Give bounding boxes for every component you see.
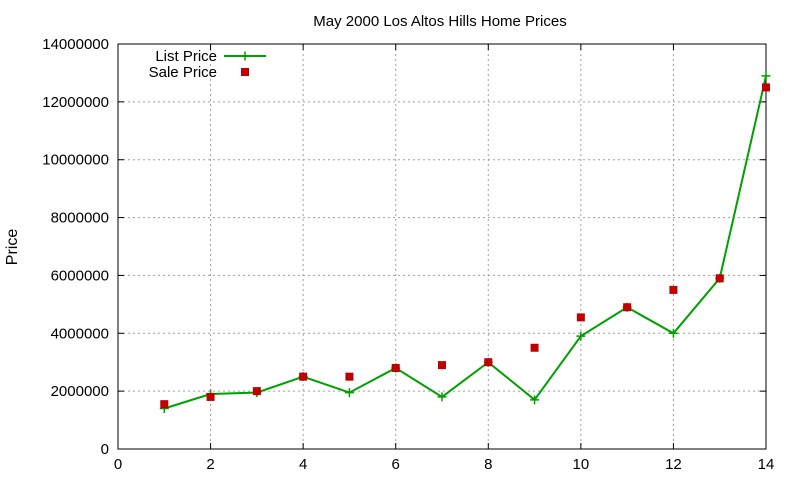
list-price-point: [576, 331, 586, 341]
y-tick-label: 8000000: [51, 210, 109, 227]
sale-price-point: [299, 372, 308, 381]
sale-price-point: [160, 400, 169, 409]
sale-price-point: [345, 372, 354, 381]
y-tick-label: 14000000: [42, 36, 109, 53]
axis-ticks: 0 2 4 6 8 10 12 14 0 2000000 4000000 6000000 8000000…: [42, 36, 774, 473]
list-price-point: [668, 328, 678, 338]
chart-title: May 2000 Los Altos Hills Home Prices: [313, 13, 566, 30]
sale-price-point: [206, 392, 215, 401]
grid-lines: [118, 44, 766, 449]
y-tick-label: 0: [101, 441, 109, 458]
list-price-point: [344, 388, 354, 398]
legend-label-sale-price: Sale Price: [149, 64, 217, 81]
list-price-point: [530, 395, 540, 405]
x-tick-label: 10: [573, 456, 590, 473]
x-tick-label: 4: [299, 456, 307, 473]
legend-label-list-price: List Price: [155, 48, 217, 65]
y-tick-label: 4000000: [51, 325, 109, 342]
plot-frame: [117, 43, 767, 450]
x-tick-label: 12: [665, 456, 682, 473]
sale-price-point: [252, 387, 261, 396]
y-tick-label: 10000000: [42, 152, 109, 169]
legend-sample-sale-price-marker: [241, 68, 249, 76]
sale-price-point: [484, 358, 493, 367]
list-price-point: [761, 71, 771, 81]
sale-price-point: [669, 285, 678, 294]
y-tick-label: 12000000: [42, 94, 109, 111]
sale-price-point: [391, 364, 400, 372]
legend-sample-list-price-marker: [240, 51, 250, 61]
series-layer: [159, 71, 771, 413]
y-tick-label: 2000000: [51, 383, 109, 400]
y-tick-label: 6000000: [51, 267, 109, 284]
sale-price-point: [530, 343, 539, 352]
x-tick-label: 14: [758, 456, 775, 473]
x-tick-label: 8: [484, 456, 492, 473]
legend: List Price Sale Price: [149, 48, 266, 81]
list-price-point: [437, 392, 447, 402]
x-tick-label: 0: [114, 456, 122, 473]
sale-price-point: [715, 274, 724, 283]
y-axis-label: Price: [4, 229, 21, 266]
sale-price-point: [623, 303, 632, 312]
sale-price-point: [762, 83, 770, 92]
x-tick-label: 6: [392, 456, 400, 473]
series-line-list-price: [163, 75, 767, 410]
sale-price-point: [576, 313, 585, 322]
x-tick-label: 2: [206, 456, 214, 473]
sale-price-point: [438, 361, 446, 370]
